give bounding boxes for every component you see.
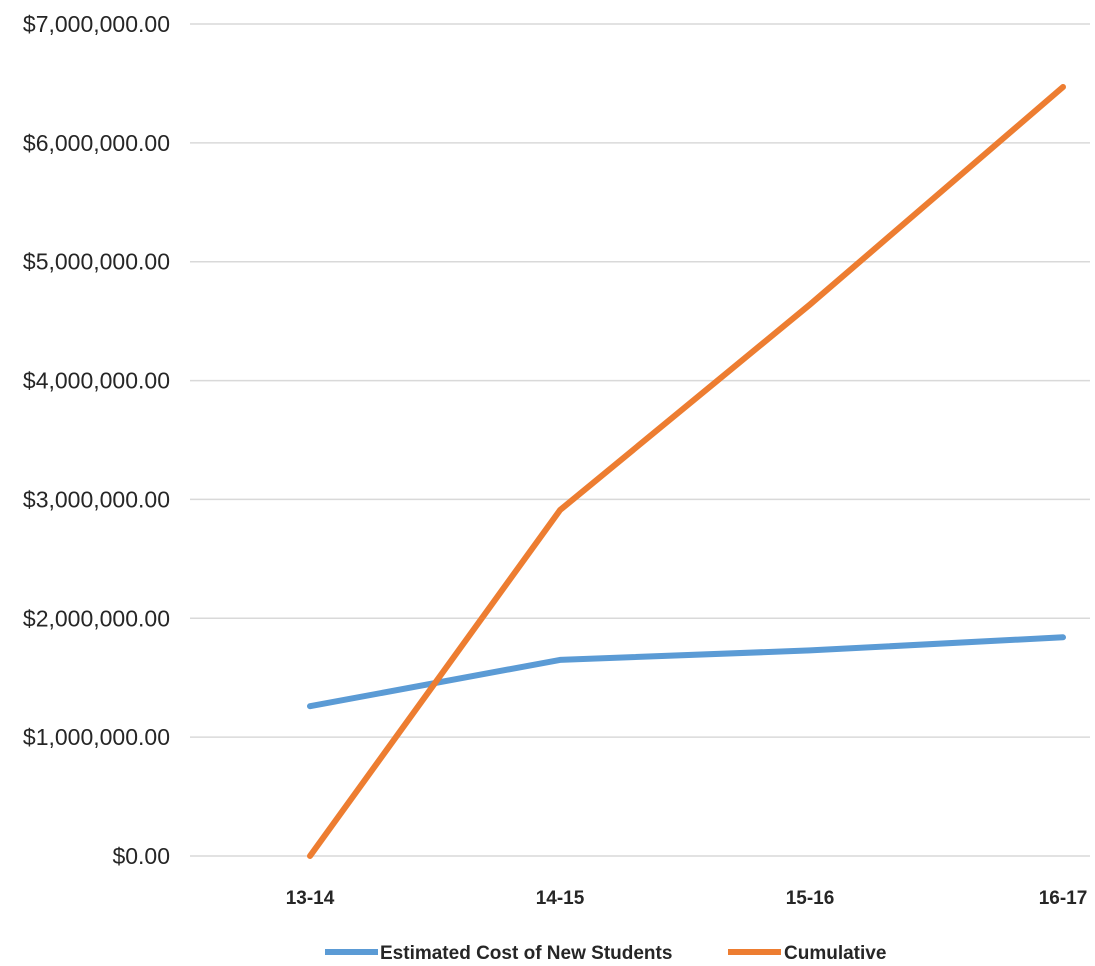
x-tick-label: 13-14 <box>286 888 335 909</box>
y-tick-label: $7,000,000.00 <box>23 11 170 37</box>
x-tick-label: 16-17 <box>1039 888 1088 909</box>
y-tick-label: $6,000,000.00 <box>23 130 170 156</box>
y-tick-label: $4,000,000.00 <box>23 368 170 394</box>
legend: Estimated Cost of New Students Cumulative <box>325 943 886 964</box>
x-axis-tick-labels: 13-14 14-15 15-16 16-17 <box>286 888 1088 909</box>
legend-label: Estimated Cost of New Students <box>380 943 672 964</box>
x-tick-label: 14-15 <box>536 888 585 909</box>
x-tick-label: 15-16 <box>786 888 835 909</box>
y-tick-label: $5,000,000.00 <box>23 249 170 275</box>
gridlines <box>190 23 1090 857</box>
y-tick-label: $3,000,000.00 <box>23 486 170 512</box>
y-tick-label: $1,000,000.00 <box>23 724 170 750</box>
y-tick-label: $2,000,000.00 <box>23 605 170 631</box>
legend-label: Cumulative <box>784 943 886 964</box>
y-tick-label: $0.00 <box>112 843 170 869</box>
series-lines <box>307 84 1066 859</box>
y-axis-tick-labels: $0.00 $1,000,000.00 $2,000,000.00 $3,000,00… <box>23 11 170 869</box>
series-line-2 <box>307 84 1066 859</box>
